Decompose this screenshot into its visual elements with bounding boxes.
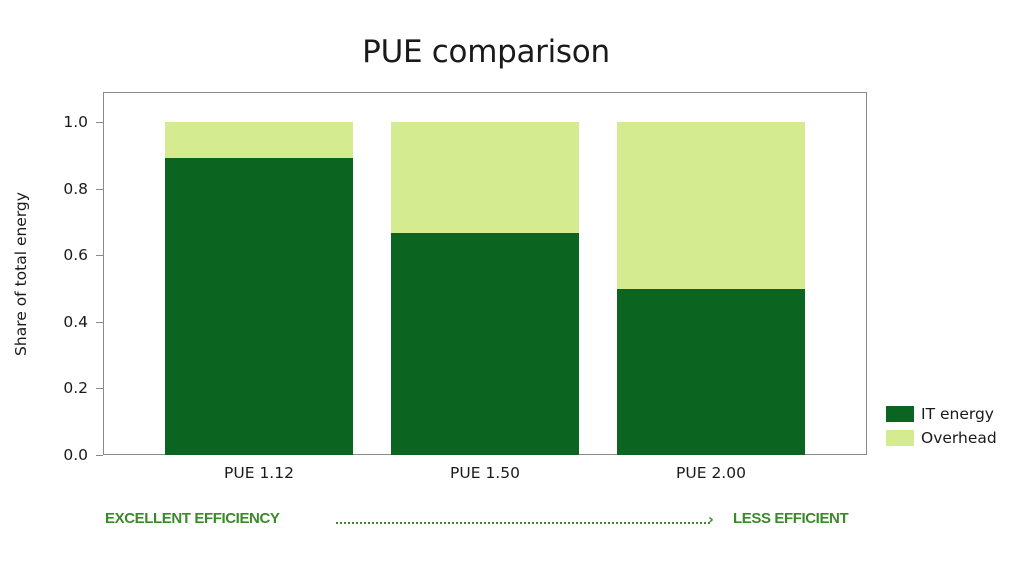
legend-label: IT energy [921, 405, 994, 423]
y-tick-label: 1.0 [63, 113, 88, 131]
x-tick-label: PUE 1.50 [450, 464, 520, 482]
y-tick-label: 0.8 [63, 179, 88, 198]
legend-swatch-it-energy [886, 406, 914, 422]
bar-segment-overhead [617, 122, 805, 289]
bar-segment-overhead [391, 122, 579, 233]
chart-title: PUE comparison [362, 34, 610, 70]
efficiency-scale: EXCELLENT EFFICIENCY › LESS EFFICIENT [105, 510, 875, 530]
arrow-right-icon: › [708, 512, 714, 528]
legend: IT energy Overhead [886, 402, 997, 450]
y-tick-label: 0.4 [63, 312, 88, 331]
bar-segment-overhead [165, 122, 353, 158]
y-tick [96, 455, 103, 456]
excellent-efficiency-label: EXCELLENT EFFICIENCY [105, 510, 280, 527]
x-tick-label: PUE 1.12 [224, 464, 294, 482]
y-tick-label: 0.2 [63, 379, 88, 398]
y-tick [96, 188, 103, 190]
bar-segment-it-energy [391, 232, 579, 455]
legend-swatch-overhead [886, 430, 914, 446]
y-tick-label: 0.6 [63, 246, 88, 265]
y-tick [96, 122, 103, 123]
y-tick [96, 255, 103, 257]
less-efficient-label: LESS EFFICIENT [733, 510, 849, 527]
legend-label: Overhead [921, 429, 997, 447]
bar-segment-it-energy [165, 157, 353, 455]
dotted-arrow-line [336, 522, 710, 524]
bar-segment-it-energy [617, 288, 805, 455]
x-tick-label: PUE 2.00 [676, 464, 746, 482]
y-tick-label: 0.0 [63, 446, 88, 464]
y-axis-label: Share of total energy [12, 192, 30, 356]
y-tick [96, 388, 103, 390]
legend-item-overhead: Overhead [886, 426, 997, 450]
y-tick [96, 321, 103, 323]
legend-item-it-energy: IT energy [886, 402, 997, 426]
